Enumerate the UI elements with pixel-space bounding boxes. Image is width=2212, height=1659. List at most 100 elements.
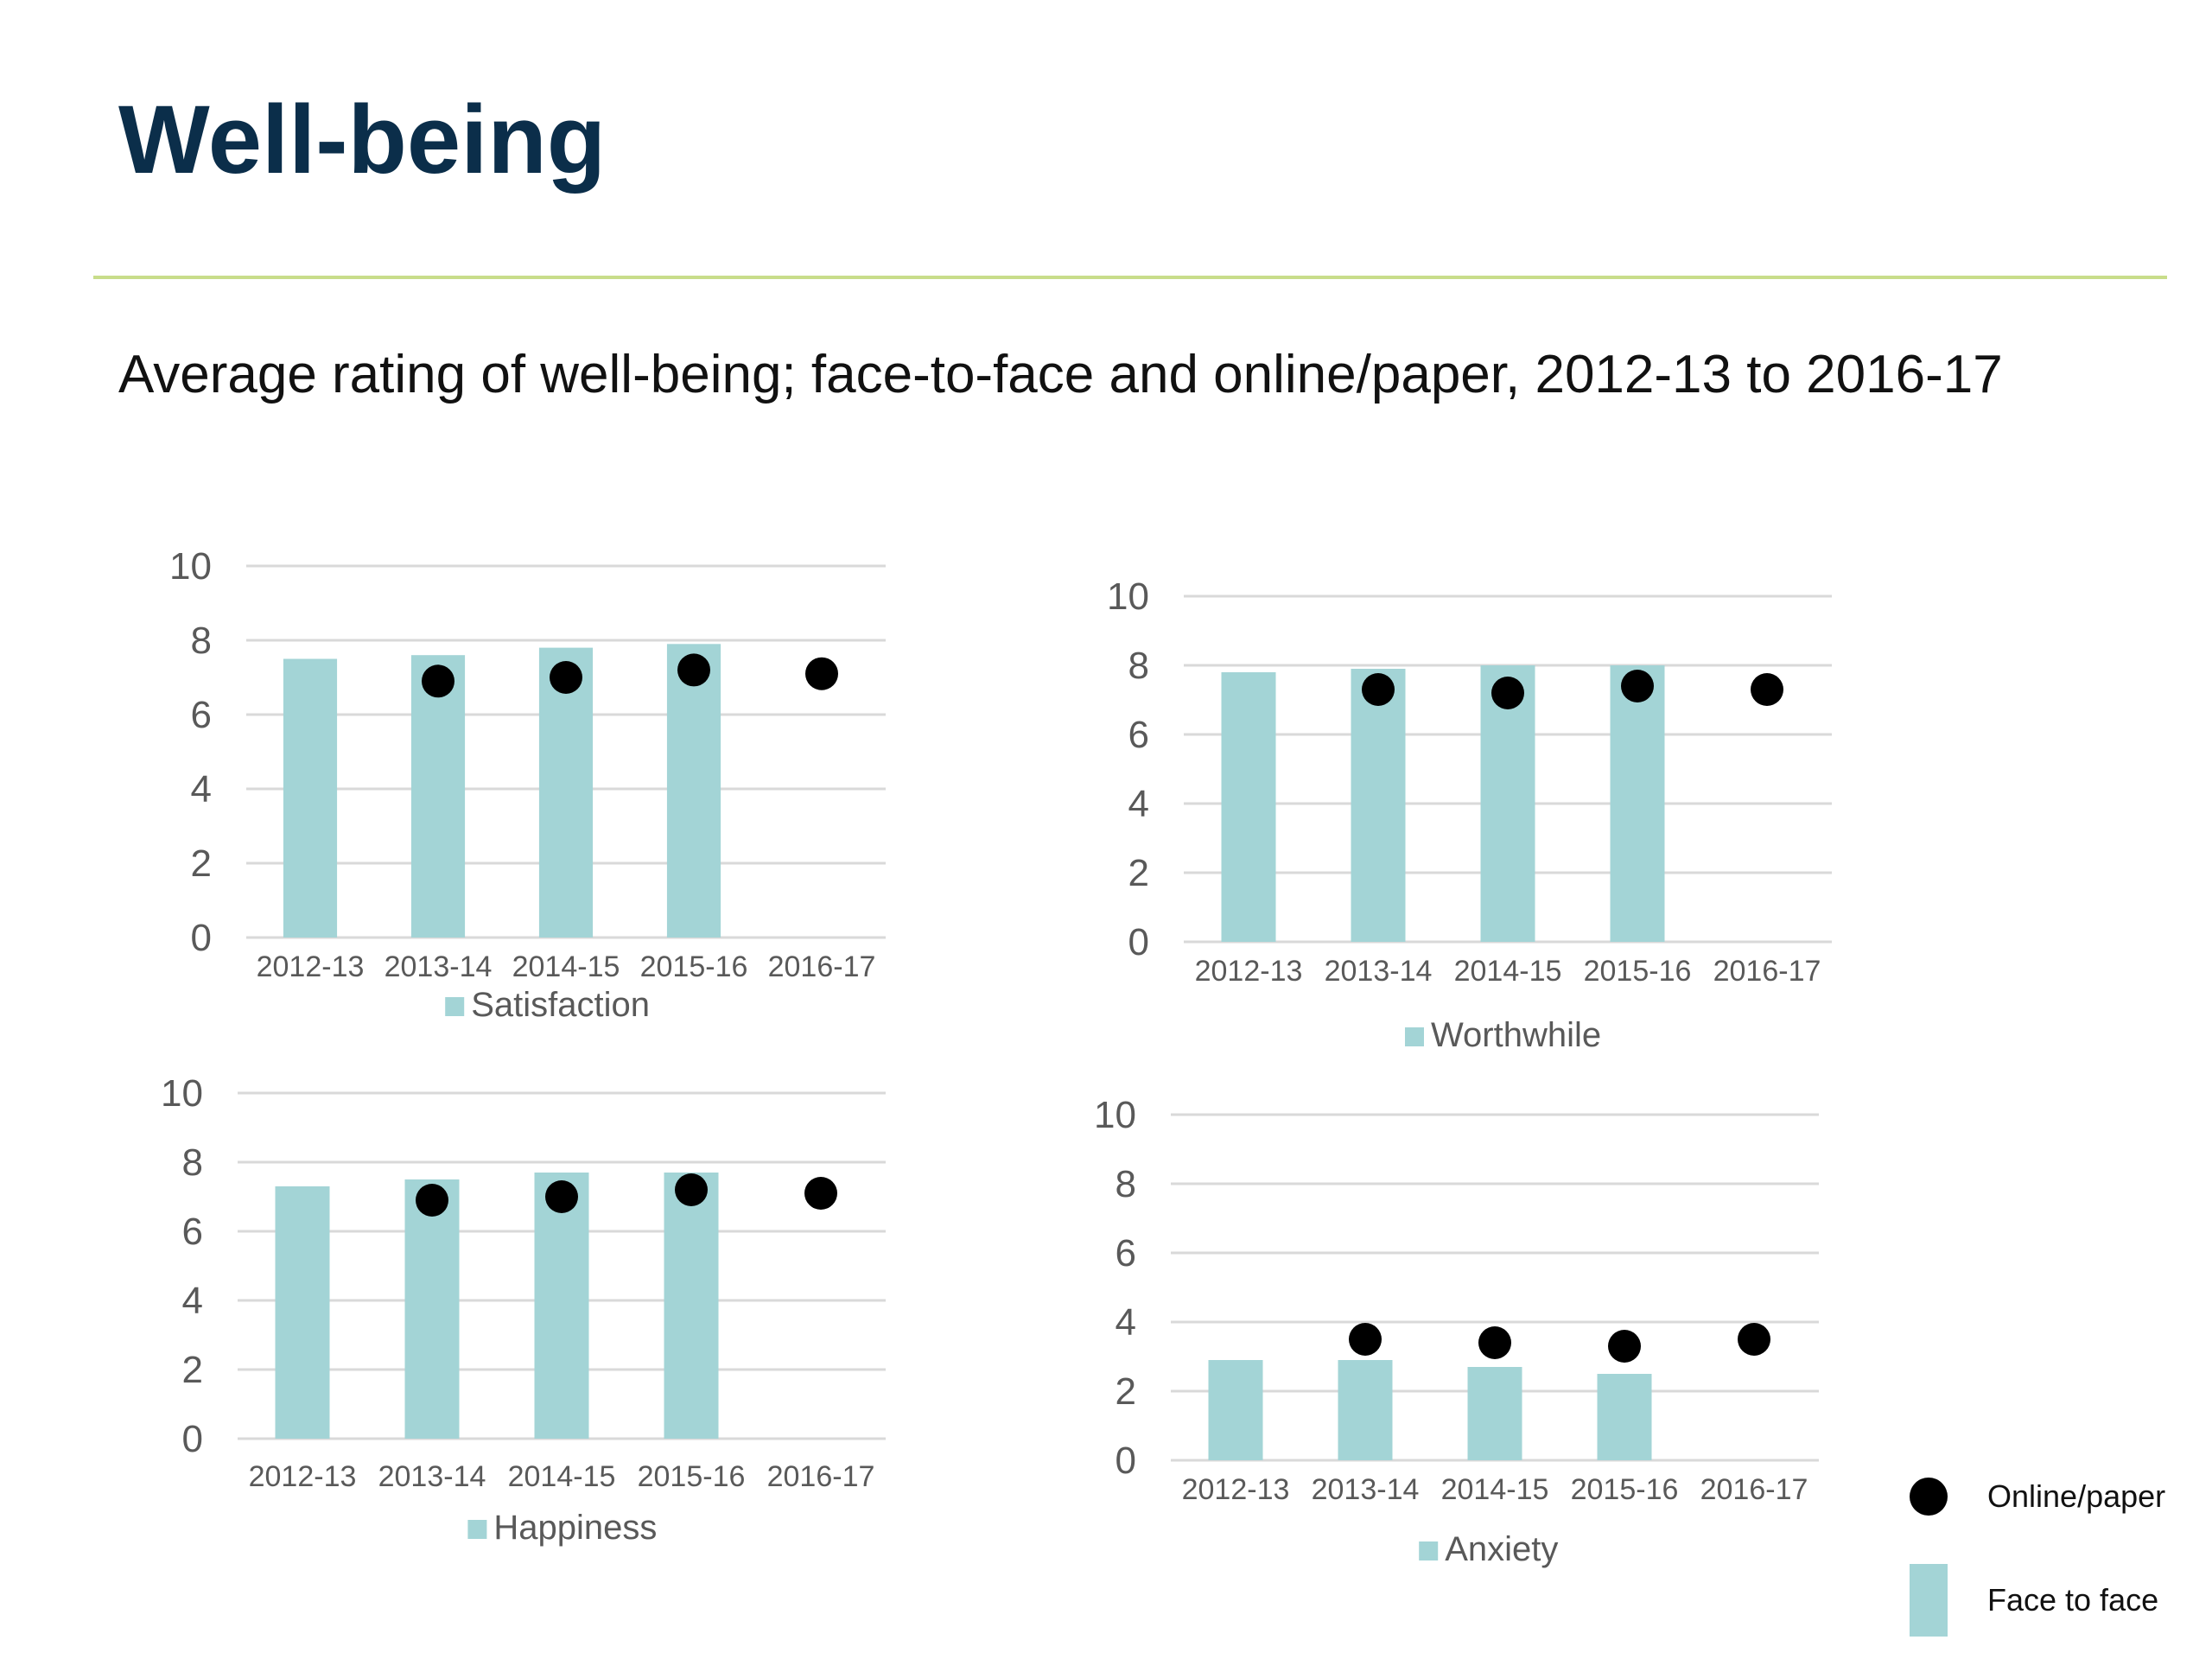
- data-point: [1362, 673, 1395, 706]
- data-point: [416, 1184, 448, 1217]
- data-point: [1608, 1330, 1641, 1363]
- legend-swatch-icon: [1405, 1027, 1424, 1046]
- bar: [1467, 1367, 1522, 1460]
- bar: [404, 1179, 460, 1439]
- legend-bar-icon: [1910, 1564, 1948, 1637]
- x-tick-label: 2013-14: [385, 950, 493, 983]
- y-tick-label: 6: [191, 694, 212, 736]
- y-tick-label: 2: [191, 842, 212, 885]
- bar: [1480, 665, 1535, 942]
- x-tick-label: 2016-17: [768, 950, 876, 983]
- x-tick-label: 2012-13: [249, 1460, 357, 1493]
- y-tick-label: 0: [1128, 921, 1149, 963]
- title-divider: [93, 276, 2167, 279]
- data-point: [675, 1173, 708, 1206]
- data-point: [677, 653, 710, 687]
- bar: [538, 647, 594, 938]
- happiness-chart: 0 2 4 6 8 10 2012-13 2013-14 2014-15 2015-16 2016-…: [130, 1054, 907, 1573]
- y-tick-label: 8: [182, 1141, 203, 1184]
- chart-svg: 0 2 4 6 8 10 2012-13 2013-14 2014-15 2015-16 2016-…: [1107, 575, 1832, 1054]
- data-point: [1349, 1323, 1382, 1356]
- y-tick-label: 6: [1128, 714, 1149, 756]
- bar: [534, 1173, 589, 1439]
- anxiety-chart: 0 2 4 6 8 10 2012-13 2013-14 2014-15 2015-16 2016-…: [1054, 1080, 1832, 1581]
- y-tick-label: 0: [182, 1418, 203, 1460]
- x-tick-label: 2013-14: [1325, 955, 1433, 988]
- shared-legend: Online/paper Face to face: [1901, 1469, 2186, 1650]
- y-tick-label: 4: [1128, 783, 1149, 825]
- bar: [410, 655, 466, 938]
- y-tick-label: 8: [1116, 1163, 1136, 1205]
- bar: [1338, 1360, 1393, 1460]
- legend-item-face-to-face: Face to face: [1901, 1564, 2158, 1637]
- bar: [666, 644, 721, 938]
- x-tick-label: 2012-13: [257, 950, 365, 983]
- x-tick-label: 2014-15: [508, 1460, 616, 1493]
- data-point: [422, 664, 454, 698]
- y-tick-label: 8: [1128, 645, 1149, 687]
- x-tick-label: 2012-13: [1195, 955, 1303, 988]
- x-tick-label: 2013-14: [1312, 1473, 1420, 1506]
- legend-dot-icon: [1910, 1478, 1948, 1516]
- bar: [275, 1186, 330, 1439]
- data-point: [805, 657, 838, 690]
- y-tick-label: 6: [182, 1211, 203, 1253]
- legend-label: Face to face: [1987, 1582, 2159, 1618]
- legend-label: Happiness: [493, 1509, 657, 1547]
- data-point: [1478, 1326, 1511, 1359]
- x-tick-label: 2016-17: [767, 1460, 875, 1493]
- data-point: [1738, 1323, 1770, 1356]
- legend-swatch-icon: [445, 997, 465, 1016]
- data-point: [804, 1177, 837, 1210]
- bar: [1208, 1360, 1263, 1460]
- x-tick-label: 2015-16: [1584, 955, 1692, 988]
- y-tick-label: 0: [1116, 1440, 1136, 1482]
- x-tick-label: 2015-16: [638, 1460, 746, 1493]
- bar: [1351, 669, 1406, 942]
- legend-swatch-icon: [1419, 1541, 1439, 1560]
- data-point: [1751, 673, 1783, 706]
- bar: [1610, 665, 1665, 942]
- chart-svg: 0 2 4 6 8 10 2012-13 2013-14 2014-15 2015-16 2016-…: [169, 545, 886, 1024]
- y-tick-label: 10: [1107, 575, 1149, 618]
- y-tick-label: 2: [182, 1349, 203, 1391]
- y-tick-label: 10: [161, 1072, 203, 1115]
- page-title: Well-being: [118, 86, 607, 194]
- legend-label: Satisfaction: [471, 986, 650, 1024]
- x-tick-label: 2014-15: [1454, 955, 1562, 988]
- x-tick-label: 2014-15: [512, 950, 620, 983]
- data-point: [1621, 670, 1654, 702]
- chart-subtitle: Average rating of well-being; face-to-fa…: [118, 345, 2003, 404]
- x-tick-label: 2015-16: [1571, 1473, 1679, 1506]
- x-tick-label: 2016-17: [1700, 1473, 1808, 1506]
- legend-item-online-paper: Online/paper: [1901, 1478, 2165, 1516]
- x-tick-label: 2014-15: [1441, 1473, 1549, 1506]
- data-point: [1491, 677, 1524, 709]
- x-tick-label: 2015-16: [640, 950, 748, 983]
- legend-label: Online/paper: [1987, 1478, 2166, 1514]
- y-tick-label: 0: [191, 917, 212, 959]
- bar: [1597, 1374, 1652, 1460]
- y-tick-label: 4: [182, 1280, 203, 1322]
- y-tick-label: 2: [1116, 1370, 1136, 1413]
- x-tick-label: 2016-17: [1713, 955, 1821, 988]
- legend-swatch-icon: [467, 1520, 487, 1539]
- y-tick-label: 4: [1116, 1301, 1136, 1344]
- chart-svg: 0 2 4 6 8 10 2012-13 2013-14 2014-15 2015-16 2016-…: [161, 1072, 886, 1547]
- bar: [283, 658, 338, 938]
- legend-label: Anxiety: [1445, 1530, 1558, 1568]
- y-tick-label: 4: [191, 768, 212, 810]
- data-point: [545, 1180, 578, 1213]
- x-tick-label: 2013-14: [378, 1460, 486, 1493]
- y-tick-label: 10: [169, 545, 212, 588]
- satisfaction-chart: 0 2 4 6 8 10 2012-13 2013-14 2014-15 2015-16 2016-…: [130, 527, 907, 1037]
- bar: [1221, 672, 1276, 942]
- bar: [664, 1173, 719, 1439]
- chart-svg: 0 2 4 6 8 10 2012-13 2013-14 2014-15 2015-16 2016-…: [1094, 1094, 1819, 1568]
- y-tick-label: 2: [1128, 852, 1149, 894]
- worthwhile-chart: 0 2 4 6 8 10 2012-13 2013-14 2014-15 2015-16 2016-…: [1067, 562, 1845, 1080]
- data-point: [550, 661, 582, 694]
- y-tick-label: 8: [191, 620, 212, 662]
- x-tick-label: 2012-13: [1182, 1473, 1290, 1506]
- y-tick-label: 10: [1094, 1094, 1136, 1136]
